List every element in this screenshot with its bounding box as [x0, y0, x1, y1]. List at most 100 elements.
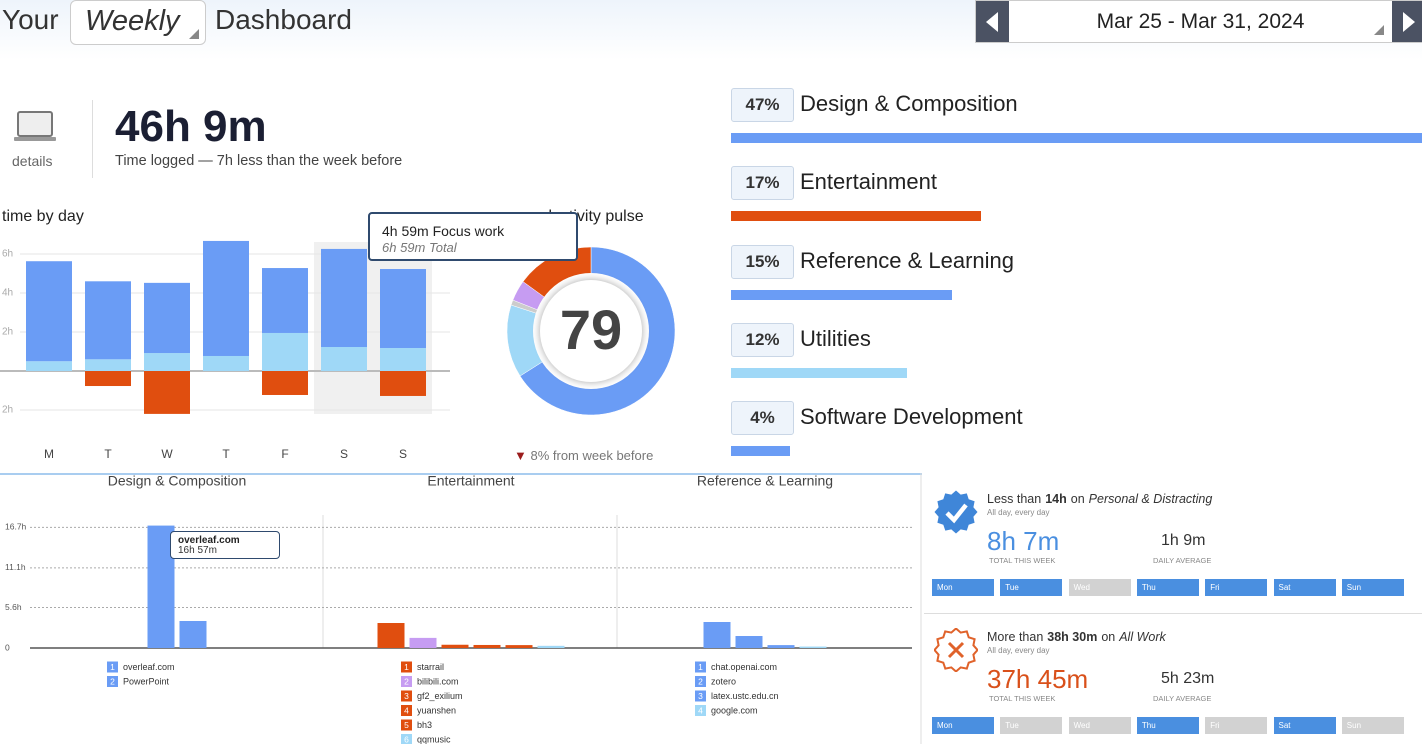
- activity-bar: [735, 636, 763, 648]
- bar-segment: [203, 355, 249, 371]
- y-tick-label: 5.6h: [5, 602, 22, 612]
- goal-average: 1h 9m: [1161, 532, 1206, 549]
- tooltip-subtitle: 6h 59m Total: [382, 240, 457, 255]
- details-link[interactable]: details: [12, 153, 53, 169]
- activity-bar: [441, 644, 469, 648]
- goal-card: Less than 14h on Personal & Distracting All…: [924, 476, 1422, 612]
- group-title: Entertainment: [427, 473, 514, 489]
- day-status: Tue: [1000, 717, 1063, 734]
- goal-header: Less than 14h on Personal & Distracting: [987, 492, 1216, 506]
- y-tick-label: 2h: [2, 327, 13, 338]
- legend-rank: 4: [404, 705, 409, 715]
- goal-header: More than 38h 30m on All Work: [987, 630, 1170, 644]
- legend-swatch: [401, 719, 412, 731]
- legend-label: bilibili.com: [417, 676, 459, 686]
- legend-swatch: [695, 705, 706, 716]
- next-button[interactable]: [1392, 1, 1422, 42]
- x-tick-label: S: [399, 447, 407, 461]
- legend-swatch: [401, 676, 412, 687]
- score-circle: [540, 280, 642, 382]
- category-bar: [731, 446, 790, 457]
- prev-button[interactable]: [976, 1, 1009, 42]
- goal-category: All Work: [1119, 630, 1166, 644]
- legend-label: PowerPoint: [123, 676, 170, 686]
- goal-total: 8h 7m: [987, 526, 1060, 556]
- day-status: Fri: [1205, 579, 1268, 596]
- category-bar: [731, 211, 981, 222]
- total-label: TOTAL THIS WEEK: [989, 556, 1056, 565]
- pulse-chart: 79: [506, 246, 676, 416]
- day-status: Sun: [1341, 579, 1404, 596]
- legend-rank: 4: [698, 705, 703, 715]
- legend-swatch: [401, 690, 412, 702]
- legend-swatch: [401, 705, 412, 716]
- bar-segment: [85, 359, 131, 371]
- legend-rank: 1: [404, 662, 409, 672]
- category-bar: [731, 133, 1422, 143]
- percent-badge: 12%: [731, 322, 794, 357]
- tooltip-title: 4h 59m Focus work: [382, 223, 505, 239]
- tooltip: 4h 59m Focus work 6h 59m Total: [368, 212, 578, 261]
- legend-rank: 2: [698, 676, 703, 686]
- activity-bar: [505, 645, 533, 648]
- goal-card: More than 38h 30m on All Work All day, ever…: [924, 613, 1422, 750]
- group-title: Reference & Learning: [697, 473, 833, 489]
- title-suffix: Dashboard: [215, 4, 352, 35]
- legend-rank: 6: [404, 734, 409, 744]
- select-corner: [1374, 25, 1384, 35]
- period-select[interactable]: Weekly: [70, 0, 206, 45]
- connector: on: [1070, 492, 1085, 506]
- legend-swatch: [695, 690, 706, 702]
- activity-bar: [377, 623, 405, 648]
- day-status: Thu: [1136, 717, 1199, 734]
- legend-label: qqmusic: [417, 734, 451, 744]
- chart-title: time by day: [2, 208, 84, 225]
- y-tick-label: 0: [5, 642, 10, 652]
- bar-segment: [26, 261, 72, 362]
- divider: [92, 100, 93, 178]
- change-text: 8% from week before: [530, 448, 654, 463]
- target: 38h 30m: [1047, 630, 1098, 644]
- bar-segment: [26, 361, 72, 371]
- period: Weekly: [85, 5, 180, 37]
- activity-bar: [799, 646, 827, 648]
- bar-segment: [262, 332, 308, 371]
- category-bar: [731, 289, 952, 300]
- goal-average: 5h 23m: [1161, 670, 1215, 687]
- legend-swatch: [107, 676, 118, 687]
- bar-segment: [380, 371, 426, 396]
- legend-rank: 5: [404, 720, 409, 730]
- day-status: Mon: [932, 717, 994, 734]
- day-status: Wed: [1068, 717, 1131, 734]
- legend-label: google.com: [711, 705, 758, 715]
- legend-swatch: [107, 661, 118, 673]
- percent-badge: 47%: [731, 88, 794, 122]
- activity-bar: [537, 645, 565, 648]
- legend-swatch: [695, 676, 706, 687]
- time-by-day-chart: 2h 2h 4h 6h M T W T F S S: [0, 240, 450, 461]
- bar-segment: [262, 268, 308, 333]
- goal-badge: [934, 490, 978, 534]
- goal-badge: [934, 628, 978, 672]
- laptop-icon[interactable]: [14, 110, 56, 144]
- bar-segment: [85, 371, 131, 387]
- category-label: Reference & Learning: [800, 247, 1015, 273]
- activity-bar: [703, 622, 731, 648]
- y-tick-label: 16.7h: [5, 522, 27, 532]
- select-corner: [189, 29, 199, 39]
- tooltip-subtitle: 16h 57m: [178, 545, 217, 556]
- legend-label: starrail: [417, 662, 444, 672]
- pulse-score: 79: [560, 298, 622, 361]
- day-status: Sun: [1341, 717, 1404, 734]
- y-tick-label: 4h: [2, 288, 13, 299]
- category-label: Software Development: [800, 404, 1023, 430]
- legend-rank: 1: [698, 662, 703, 672]
- total-label: TOTAL THIS WEEK: [989, 694, 1056, 703]
- target: 14h: [1045, 492, 1067, 506]
- day-status: Wed: [1068, 579, 1131, 596]
- date-range: Mar 25 - Mar 31, 2024: [1096, 10, 1305, 33]
- prev-arrow: [986, 12, 998, 32]
- x-tick-label: F: [281, 447, 288, 461]
- comparison: Less than: [987, 492, 1042, 506]
- legend-label: zotero: [711, 676, 736, 686]
